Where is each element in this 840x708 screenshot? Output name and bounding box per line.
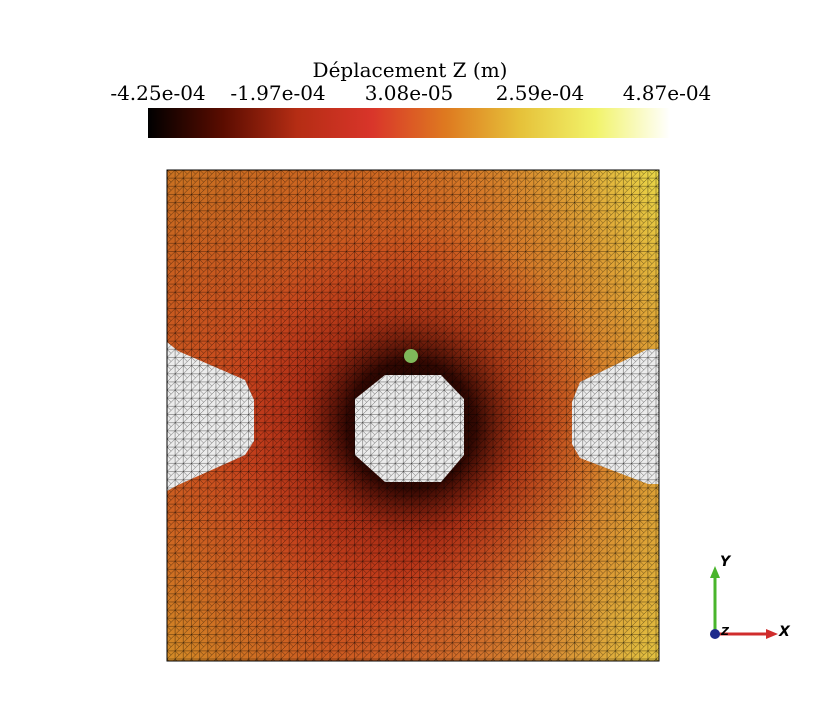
colorbar-tick-label: 3.08e-05 [364, 81, 454, 105]
y-axis-label: Y [720, 554, 731, 570]
colorbar-tick-labels: -4.25e-04 -1.97e-04 3.08e-05 2.59e-04 4.… [0, 81, 840, 107]
colorbar-title: Déplacement Z (m) [312, 58, 508, 82]
plate-border [166, 169, 660, 662]
z-axis-marker [710, 629, 720, 639]
x-axis-label: X [779, 624, 790, 640]
z-axis-label: Z [721, 625, 729, 638]
colorbar-tick-label: -4.25e-04 [110, 81, 206, 105]
x-axis-arrowhead [766, 629, 778, 639]
colorbar-gradient [148, 108, 670, 138]
colorbar-tick-label: -1.97e-04 [230, 81, 326, 105]
colorbar-tick-label: 4.87e-04 [622, 81, 712, 105]
y-axis-arrowhead [710, 566, 720, 578]
probe-point[interactable] [404, 349, 418, 363]
mesh-wireframe [167, 170, 659, 661]
orientation-axes [710, 566, 778, 639]
colorbar-tick-label: 2.59e-04 [495, 81, 585, 105]
plate-mesh [167, 170, 659, 661]
